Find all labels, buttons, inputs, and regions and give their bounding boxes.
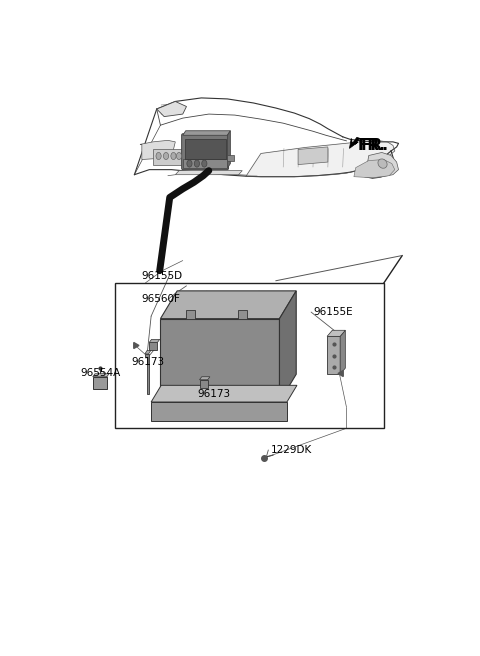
Polygon shape bbox=[246, 140, 395, 176]
Text: 96173: 96173 bbox=[132, 357, 165, 367]
Polygon shape bbox=[327, 337, 340, 374]
Polygon shape bbox=[156, 102, 186, 117]
Polygon shape bbox=[298, 147, 328, 165]
Circle shape bbox=[194, 160, 200, 167]
Circle shape bbox=[171, 152, 176, 159]
Circle shape bbox=[156, 152, 161, 159]
Polygon shape bbox=[354, 159, 395, 178]
Polygon shape bbox=[151, 402, 287, 421]
Bar bbox=[115, 283, 384, 428]
Text: 1229DK: 1229DK bbox=[271, 445, 312, 455]
Bar bbox=[186, 310, 195, 319]
Polygon shape bbox=[145, 354, 148, 394]
Polygon shape bbox=[200, 377, 210, 380]
Polygon shape bbox=[140, 140, 175, 159]
Polygon shape bbox=[228, 155, 234, 161]
Polygon shape bbox=[153, 150, 183, 165]
Polygon shape bbox=[160, 291, 296, 319]
Circle shape bbox=[187, 160, 192, 167]
Bar bbox=[149, 342, 157, 350]
Bar bbox=[200, 380, 208, 388]
Text: 96554A: 96554A bbox=[81, 368, 120, 378]
Circle shape bbox=[177, 152, 181, 159]
Circle shape bbox=[163, 152, 168, 159]
Polygon shape bbox=[151, 385, 297, 402]
Text: 96155E: 96155E bbox=[313, 307, 353, 317]
Polygon shape bbox=[93, 377, 107, 390]
Polygon shape bbox=[340, 330, 345, 374]
Polygon shape bbox=[327, 330, 345, 337]
Circle shape bbox=[202, 160, 207, 167]
Polygon shape bbox=[185, 139, 226, 159]
FancyBboxPatch shape bbox=[181, 134, 228, 170]
Polygon shape bbox=[183, 159, 228, 168]
Polygon shape bbox=[349, 137, 360, 148]
Polygon shape bbox=[183, 131, 230, 135]
Polygon shape bbox=[175, 171, 242, 174]
Polygon shape bbox=[160, 319, 279, 402]
Polygon shape bbox=[149, 339, 160, 342]
Ellipse shape bbox=[378, 159, 387, 169]
Polygon shape bbox=[145, 350, 151, 354]
Text: FR.: FR. bbox=[358, 138, 385, 153]
Text: 96560F: 96560F bbox=[141, 295, 180, 304]
Text: 96155D: 96155D bbox=[141, 271, 182, 281]
Bar bbox=[238, 310, 247, 319]
Polygon shape bbox=[228, 131, 230, 168]
Polygon shape bbox=[93, 374, 109, 377]
Polygon shape bbox=[279, 291, 296, 402]
Text: 96173: 96173 bbox=[197, 389, 230, 399]
Text: FR.: FR. bbox=[360, 138, 389, 153]
Polygon shape bbox=[365, 152, 398, 177]
